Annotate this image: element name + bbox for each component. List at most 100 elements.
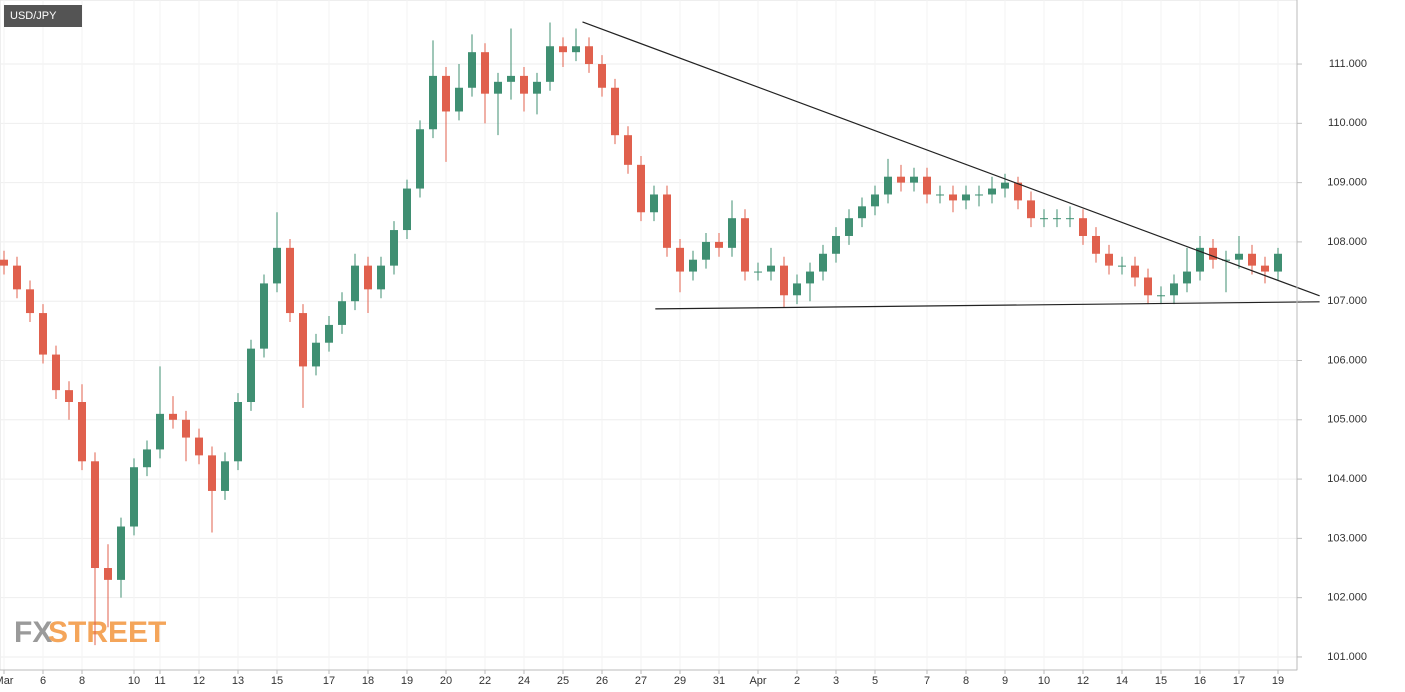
candle-body <box>780 265 788 296</box>
candle-body <box>1196 247 1204 272</box>
y-tick-label: 108.000 <box>1327 236 1367 248</box>
candle-body <box>871 194 879 207</box>
candle-body <box>221 461 229 491</box>
candle-body <box>520 75 528 94</box>
candle-body <box>1105 253 1113 266</box>
x-tick-label: 15 <box>271 675 283 687</box>
y-tick-label: 101.000 <box>1327 651 1367 663</box>
candle-body <box>455 87 463 112</box>
candle-body <box>182 419 190 438</box>
candle-body <box>312 342 320 367</box>
x-tick-label: 18 <box>362 675 374 687</box>
x-tick-label: 8 <box>963 675 969 687</box>
x-tick-label: 2 <box>794 675 800 687</box>
x-tick-label: 22 <box>479 675 491 687</box>
x-tick-label: 10 <box>128 675 140 687</box>
x-tick-label: 16 <box>1194 675 1206 687</box>
candle-body <box>143 449 151 468</box>
y-tick-label: 104.000 <box>1327 473 1367 485</box>
candle-body <box>988 188 996 195</box>
trendline <box>582 21 1320 297</box>
candle-body <box>286 247 294 314</box>
y-tick-label: 103.000 <box>1327 532 1367 544</box>
x-tick-label: 14 <box>1116 675 1128 687</box>
x-tick-label: 12 <box>193 675 205 687</box>
x-tick-label: 13 <box>232 675 244 687</box>
candle-body <box>650 194 658 213</box>
candle-body <box>741 218 749 272</box>
candle-body <box>910 176 918 183</box>
candle-body <box>377 265 385 290</box>
candle-body <box>1157 295 1165 297</box>
candle-body <box>390 230 398 266</box>
x-tick-label: 5 <box>872 675 878 687</box>
candle-body <box>949 194 957 201</box>
candle-body <box>858 206 866 219</box>
candle-body <box>325 324 333 343</box>
y-tick-label: 110.000 <box>1328 117 1367 129</box>
candle-body <box>351 265 359 302</box>
candle-body <box>494 81 502 94</box>
x-tick-label: 19 <box>1272 675 1284 687</box>
candle-body <box>728 218 736 248</box>
x-tick-label: 17 <box>1233 675 1245 687</box>
candle-body <box>1183 271 1191 284</box>
candle-body <box>1235 253 1243 260</box>
candle-body <box>897 176 905 183</box>
candle-body <box>533 81 541 94</box>
candle-body <box>169 413 177 420</box>
candle-body <box>1014 182 1022 201</box>
candle-body <box>767 265 775 272</box>
candle-body <box>1066 218 1074 220</box>
candle-body <box>975 194 983 196</box>
candle-body <box>663 194 671 248</box>
candle-body <box>13 265 21 290</box>
candle-body <box>130 467 138 527</box>
x-tick-label: 17 <box>323 675 335 687</box>
x-tick-label: 27 <box>635 675 647 687</box>
y-tick-label: 102.000 <box>1327 592 1367 604</box>
candle-body <box>832 235 840 254</box>
x-tick-label: 24 <box>518 675 530 687</box>
candle-body <box>338 301 346 325</box>
candle-body <box>936 194 944 196</box>
candle-body <box>156 413 164 450</box>
candle-body <box>819 253 827 272</box>
y-tick-label: 106.000 <box>1327 354 1367 366</box>
x-tick-label: 19 <box>401 675 413 687</box>
y-tick-label: 111.000 <box>1329 58 1367 70</box>
x-tick-label: Apr <box>749 675 766 687</box>
x-tick-label: 29 <box>674 675 686 687</box>
candle-body <box>1092 235 1100 254</box>
candle-body <box>403 188 411 231</box>
candle-body <box>1079 218 1087 236</box>
candle-body <box>91 461 99 569</box>
candle-body <box>0 259 8 266</box>
candle-body <box>1118 265 1126 267</box>
candle-body <box>260 283 268 349</box>
x-tick-label: 26 <box>596 675 608 687</box>
candle-body <box>845 218 853 236</box>
candle-body <box>624 135 632 165</box>
candle-body <box>546 46 554 82</box>
candle-body <box>416 129 424 189</box>
x-tick-label: 11 <box>154 675 165 687</box>
candle-body <box>1274 253 1282 272</box>
x-tick-label: 15 <box>1155 675 1167 687</box>
candle-body <box>104 568 112 580</box>
candle-body <box>754 271 762 273</box>
candle-body <box>208 455 216 491</box>
chart-title: USD/JPY <box>10 10 57 22</box>
candle-body <box>429 75 437 130</box>
candle-body <box>572 46 580 53</box>
candle-body <box>702 241 710 260</box>
candle-body <box>1131 265 1139 278</box>
x-tick-label: 31 <box>713 675 725 687</box>
candle-body <box>26 289 34 314</box>
candle-body <box>884 176 892 195</box>
x-tick-label: 9 <box>1002 675 1008 687</box>
candle-body <box>247 348 255 402</box>
candle-body <box>52 354 60 391</box>
candle-body <box>559 46 567 53</box>
candle-body <box>195 437 203 456</box>
